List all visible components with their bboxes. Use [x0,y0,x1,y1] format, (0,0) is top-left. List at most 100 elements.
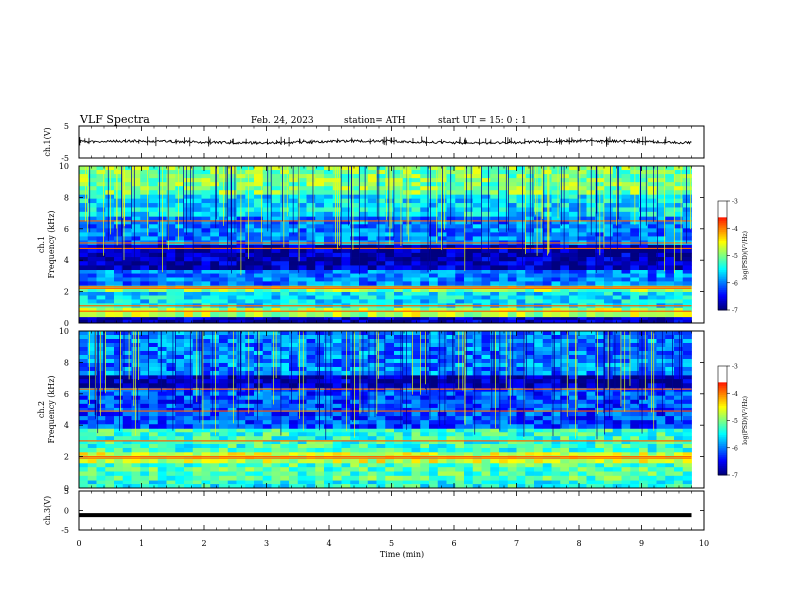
ch1-spec-cell [201,207,211,213]
ch2-spec-cell [306,403,316,409]
ch1-spec-cell [105,211,115,217]
ch1-spec-cell [490,170,500,175]
ch1-spec-cell [201,194,211,200]
ch2-spec-cell [289,395,299,401]
ch1-spec-cell [280,273,290,278]
ch2-spec-cell [394,480,404,485]
ch1-spec-cell [87,257,97,262]
ch2-spec-cell [481,440,491,445]
ch1-spec-cell [122,203,132,208]
ch2-spec-cell [131,484,141,489]
ch1-spec-cell [96,257,106,262]
ch2-spec-cell [219,391,229,397]
ch1-spec-cell [87,224,97,229]
ch2-spec-cell [210,424,220,429]
ch2-spec-cell [525,399,535,405]
ch2-spec-cell [420,395,430,401]
ch2-spec-cell [420,480,430,485]
ch1-spec-cell [429,178,439,183]
ch1-spec-cell [595,312,605,318]
ch1-spec-cell [411,182,421,187]
ch2-spec-cell [630,444,640,449]
ch1-spec-cell [464,295,474,300]
ch1-spec-cell [551,203,561,208]
ch1-spec-cell [79,248,89,254]
ch1-spec-cell [472,174,482,179]
ch2-spec-cell [166,424,176,429]
ch2-spec-cell [446,480,456,485]
ch1-spec-cell [210,288,220,292]
ch1-spec-cell [534,261,544,266]
ch1-spec-cell [280,288,290,292]
ch2-spec-cell [289,374,299,380]
ch1-spec-cell [79,319,89,324]
ch2-spec-cell [192,416,202,421]
ch2-spec-cell [639,387,649,392]
ch2-spec-cell [674,475,684,481]
ch1-spec-cell [122,248,132,254]
ch2-spec-cell [324,428,334,433]
ch1-spec-cell [402,269,412,274]
ch1-spec-cell [175,224,185,229]
ch2-spec-cell [472,407,482,413]
ch1-spec-cell [236,273,246,278]
ch1-spec-cell [297,216,307,221]
ch1-spec-cell [507,170,517,175]
ch2-spec-cell [114,459,124,464]
ch1-spec-cell [534,291,544,296]
ch2-spec-cell [534,480,544,485]
ch1-spec-cell [394,244,404,250]
ch1-spec-cell [131,269,141,274]
ch1-spec-cell [175,295,185,300]
ch2-spec-cell [507,391,517,397]
ch2-spec-cell [140,412,150,417]
ch1-spec-cell [324,291,334,296]
ch2-spec-cell [140,428,150,433]
ch2-spec-cell [560,462,570,468]
ch1-spec-cell [96,244,106,250]
ch2-spec-cell [245,420,255,425]
ch1-spec-cell [647,269,657,274]
ch2-spec-cell [604,399,614,405]
ch1-spec-cell [210,203,220,208]
ch1-spec-cell [324,261,334,266]
ch2-spec-cell [437,484,447,489]
ch2-spec-cell [140,462,150,468]
ch2-spec-cell [140,475,150,481]
ch2-spec-cell [542,451,552,456]
ch1-spec-cell [262,186,272,191]
ch2-spec-cell [516,462,526,468]
ch2-spec-cell [682,462,692,468]
ch1-spec-cell [429,220,439,225]
ch1-spec-cell [516,190,526,195]
ch2-spec-cell [621,459,631,464]
ch1-spec-cell [350,288,360,292]
ch2-spec-cell [122,391,132,397]
ch1-spec-cell [341,277,351,282]
ch1-spec-cell [87,190,97,195]
ch1-spec-cell [507,295,517,300]
ch2-spec-cell [166,459,176,464]
ch1-spec-cell [446,265,456,271]
ch1-spec-cell [140,211,150,217]
ch2-spec-cell [394,412,404,417]
ch1-spec-cell [569,261,579,266]
ch1-spec-cell [280,236,290,241]
ch2-spec-cell [96,432,106,437]
ch2-spec-cell [612,451,622,456]
ch2-spec-cell [149,451,159,456]
ch2-spec-cell [315,462,325,468]
ch1-spec-cell [464,166,474,171]
ch1-spec-cell [534,307,544,313]
ch2-spec-cell [140,416,150,421]
ch2-spec-cell [612,416,622,421]
ch1-spec-cell [131,211,141,217]
ch2-spec-cell [490,467,500,472]
ch1-spec-cell [682,273,692,278]
ch2-spec-cell [280,412,290,417]
ch2-spec-cell [429,451,439,456]
ch2-spec-cell [254,459,264,464]
ch1-spec-cell [192,257,202,262]
ch1-spec-cell [621,170,631,175]
ch1-spec-cell [122,178,132,183]
